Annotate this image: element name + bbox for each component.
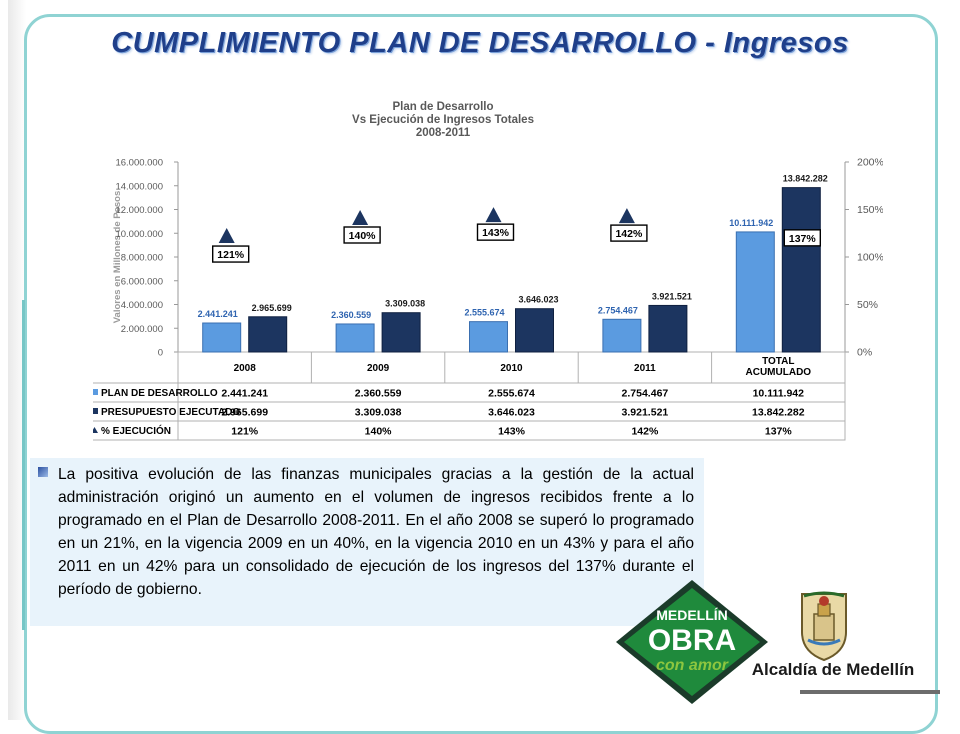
data-label-plan: 2.360.559 (331, 310, 371, 320)
y-axis-label: Valores en Millones de Pesos (112, 191, 123, 324)
y-tick-label: 2.000.000 (121, 324, 163, 335)
bar-executed (248, 316, 288, 353)
data-label-executed: 2.965.699 (252, 303, 292, 313)
y2-tick-label: 0% (857, 347, 872, 359)
bar-executed (515, 308, 554, 353)
category-label: TOTAL (762, 356, 794, 367)
legend-marker (93, 389, 98, 395)
pct-box (211, 245, 250, 263)
data-label-executed: 3.309.038 (385, 299, 425, 309)
pct-marker (786, 212, 803, 228)
y-tick-label: 6.000.000 (121, 276, 163, 287)
y-tick-label: 16.000.000 (115, 158, 163, 169)
chart-title-line: Vs Ejecución de Ingresos Totales (352, 114, 534, 126)
y-tick-label: 14.000.000 (115, 181, 163, 192)
y-tick-label: 4.000.000 (121, 300, 163, 311)
table-cell: 142% (631, 426, 659, 438)
table-cell: 10.111.942 (753, 388, 805, 400)
bar-plan (602, 318, 642, 353)
table-cell: 13.842.282 (752, 407, 805, 419)
description-paragraph: La positiva evolución de las finanzas mu… (58, 466, 694, 598)
y2-tick-label: 150% (857, 204, 883, 216)
bar-executed (781, 187, 821, 353)
pct-box (610, 224, 648, 242)
pct-marker (485, 207, 502, 223)
pct-marker (218, 228, 235, 244)
table-cell: 140% (365, 426, 393, 438)
pct-label: 143% (482, 227, 510, 239)
pct-box (476, 223, 515, 241)
legend-label: PRESUPUESTO EJECUTADO (101, 407, 240, 418)
y-tick-label: 8.000.000 (121, 253, 163, 264)
pct-label: 121% (217, 249, 245, 261)
y-tick-label: 0 (158, 348, 163, 359)
table-cell: 121% (231, 426, 259, 438)
page-title: CUMPLIMIENTO PLAN DE DESARROLLO - Ingres… (111, 27, 849, 59)
logo-graphic: MEDELLÍN OBRA con amor (616, 580, 768, 704)
data-label-executed: 3.646.023 (518, 295, 558, 305)
legend-marker (93, 408, 98, 414)
category-label: ACUMULADO (746, 367, 812, 378)
table-cell: 3.646.023 (488, 407, 535, 419)
bar-plan (202, 322, 242, 353)
bar-plan (469, 321, 508, 353)
data-label-executed: 13.842.282 (783, 174, 828, 184)
pct-box (783, 229, 821, 247)
data-label-executed: 3.921.521 (652, 291, 692, 301)
table-cell: 137% (765, 426, 793, 438)
logo-con-amor-text: con amor (656, 657, 729, 674)
category-label: 2008 (234, 363, 257, 374)
legend-marker (93, 427, 98, 433)
data-label-plan: 10.111.942 (729, 218, 773, 228)
medellin-obra-logo: MEDELLÍN OBRA con amor (612, 578, 772, 708)
accent-line-vertical (22, 300, 25, 630)
coat-of-arms-icon (794, 588, 854, 662)
chart-title-line: 2008-2011 (416, 127, 471, 139)
category-label: 2010 (500, 363, 523, 374)
alcaldia-label: Alcaldía de Medellín (751, 660, 915, 679)
legend-label: % EJECUCIÓN (101, 424, 171, 437)
data-label-plan: 2.441.241 (198, 309, 238, 319)
legend-label: PLAN DE DESARROLLO (101, 388, 218, 399)
bar-executed (648, 304, 688, 353)
accent-line-horizontal (800, 690, 940, 694)
logo-obra-text: OBRA (648, 624, 736, 657)
table-cell: 2.555.674 (488, 388, 535, 400)
bar-executed (381, 312, 421, 353)
y2-tick-label: 100% (857, 252, 883, 264)
bar-plan (735, 231, 775, 353)
table-cell: 143% (498, 426, 526, 438)
table-cell: 2.754.467 (622, 388, 669, 400)
pct-marker (352, 210, 369, 225)
left-shadow (8, 0, 26, 720)
chart-title-line: Plan de Desarrollo (393, 101, 494, 113)
table-cell: 3.309.038 (355, 407, 402, 419)
y2-tick-label: 50% (857, 299, 878, 311)
pct-marker (618, 208, 635, 224)
category-label: 2009 (367, 363, 390, 374)
pct-box (343, 226, 381, 244)
y-tick-label: 10.000.000 (115, 229, 163, 240)
data-label-plan: 2.555.674 (464, 308, 504, 318)
table-cell: 2.360.559 (355, 388, 402, 400)
data-label-plan: 2.754.467 (598, 305, 638, 315)
pct-label: 142% (615, 228, 643, 240)
text-box (30, 458, 704, 626)
y2-tick-label: 200% (857, 157, 883, 169)
table-cell: 3.921.521 (622, 407, 669, 419)
y-tick-label: 12.000.000 (115, 205, 163, 216)
chart-container: Plan de Desarrollo Vs Ejecución de Ingres… (93, 92, 883, 442)
pct-label: 140% (349, 230, 377, 242)
pct-label: 137% (789, 233, 817, 245)
logo-medellin-text: MEDELLÍN (656, 607, 728, 623)
bullet-icon (38, 467, 48, 477)
table-row (93, 420, 846, 441)
category-label: 2011 (634, 363, 656, 374)
table-header-row (177, 351, 846, 384)
bar-plan (335, 323, 375, 353)
table-cell: 2.441.241 (221, 388, 268, 400)
table-cell: 2.965.699 (221, 407, 268, 419)
